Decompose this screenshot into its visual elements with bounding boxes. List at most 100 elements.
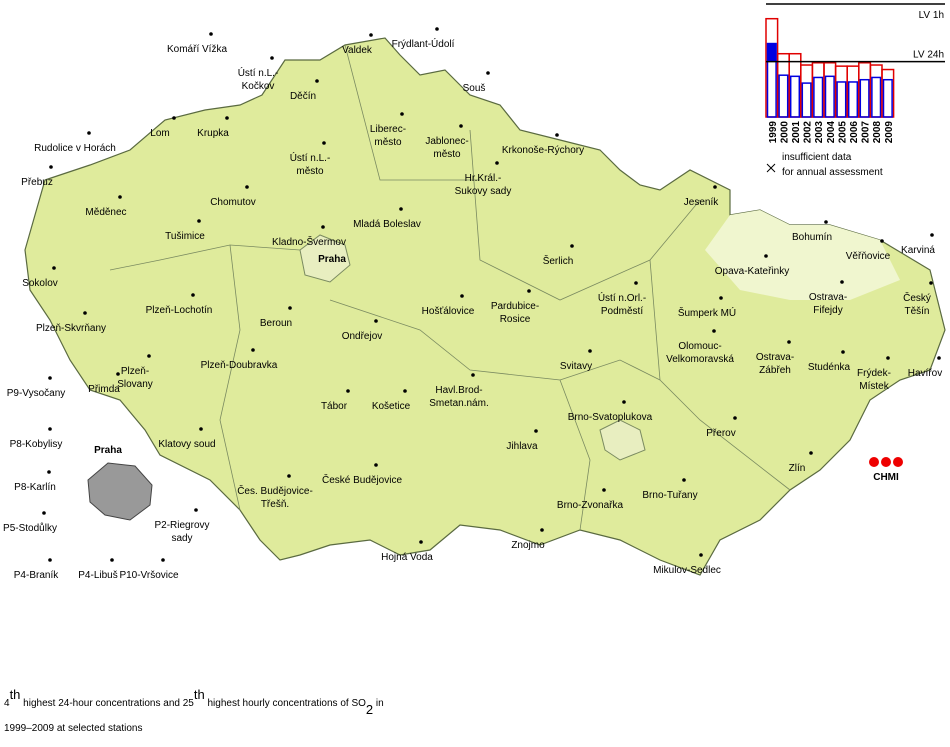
- station-label: Frýdek-: [857, 368, 891, 379]
- station-label: Studénka: [808, 362, 851, 373]
- station-dot: [321, 225, 325, 229]
- station-dot: [534, 429, 538, 433]
- station-label: Brno-Zvonařka: [557, 500, 624, 511]
- station-label: Plzeň-Doubravka: [201, 360, 278, 371]
- caption-line: 4 th highest 24-hour concentrations and 2…: [4, 687, 384, 717]
- city-label: Praha: [318, 254, 346, 265]
- station-dot: [315, 79, 319, 83]
- station-label: Svitavy: [560, 361, 592, 372]
- station-label: Olomouc-: [678, 341, 721, 352]
- station-dot: [87, 131, 91, 135]
- daily-bar: [801, 82, 812, 118]
- station-label: P4-Braník: [14, 570, 59, 581]
- station-dot: [83, 311, 87, 315]
- station-dot: [287, 474, 291, 478]
- station-label: Jablonec-: [425, 136, 468, 147]
- caption-part: 4: [4, 698, 10, 709]
- daily-bar: [778, 74, 789, 118]
- station-label: Ondřejov: [342, 331, 383, 342]
- station-dot: [400, 112, 404, 116]
- station-label: Zlín: [789, 463, 806, 474]
- station-dot: [486, 71, 490, 75]
- station-dot: [634, 281, 638, 285]
- station-dot: [929, 281, 933, 285]
- station-label: Beroun: [260, 318, 292, 329]
- station-label: Klatovy soud: [158, 439, 215, 450]
- station-label: Plzeň-: [121, 366, 149, 377]
- station-label: Košetice: [372, 401, 411, 412]
- year-label: 2002: [803, 121, 814, 144]
- station-label: Šumperk MÚ: [678, 306, 736, 319]
- station-dot: [399, 207, 403, 211]
- station-dot: [288, 306, 292, 310]
- station-dot: [930, 233, 934, 237]
- station-label: Sukovy sady: [455, 186, 512, 197]
- region-highlight: [705, 210, 900, 300]
- station-label: Přerov: [706, 428, 735, 439]
- station-label: Chomutov: [210, 197, 256, 208]
- daily-bar: [836, 81, 847, 118]
- station-label: P2-Riegrovy: [154, 520, 209, 531]
- station-label: město: [296, 166, 324, 177]
- station-label: Třešň.: [261, 499, 289, 510]
- station-label: Krupka: [197, 128, 229, 139]
- station-dot: [199, 427, 203, 431]
- year-label: 2004: [826, 121, 837, 144]
- year-label: 2008: [872, 121, 883, 144]
- year-label: 2001: [791, 121, 802, 144]
- station-dot: [172, 116, 176, 120]
- station-dot: [48, 376, 52, 380]
- praha-inset: [87, 462, 153, 521]
- daily-bar: [871, 76, 882, 118]
- station-label: Havl.Brod-: [435, 385, 482, 396]
- station-dot: [527, 289, 531, 293]
- station-label: Komáří Vížka: [167, 44, 227, 55]
- station-dot: [52, 266, 56, 270]
- station-label: Valdek: [342, 45, 373, 56]
- station-label: Ostrava-: [756, 352, 794, 363]
- year-label: 2003: [814, 121, 825, 144]
- station-dot: [841, 350, 845, 354]
- station-label: Tábor: [321, 401, 348, 412]
- year-label: 2005: [837, 121, 848, 144]
- praha-area: [299, 234, 351, 283]
- station-dot: [374, 463, 378, 467]
- station-dot: [346, 389, 350, 393]
- caption-part: highest hourly concentrations of SO: [205, 698, 366, 709]
- station-label: Ústí n.Orl.-: [598, 291, 646, 304]
- station-dot: [48, 558, 52, 562]
- station-label: Mikulov-Sedlec: [653, 565, 721, 576]
- station-dot: [322, 141, 326, 145]
- station-dot: [570, 244, 574, 248]
- station-label: Přebuz: [21, 177, 53, 188]
- station-label: Liberec-: [370, 124, 406, 135]
- station-dot: [48, 427, 52, 431]
- station-label: město: [374, 137, 402, 148]
- station-dot: [116, 372, 120, 376]
- city-label: Praha: [94, 445, 122, 456]
- station-dot: [110, 558, 114, 562]
- station-label: Zábřeh: [759, 365, 791, 376]
- station-dot: [471, 373, 475, 377]
- station-label: Hr.Král.-: [465, 173, 502, 184]
- station-label: Tušimice: [165, 231, 205, 242]
- station-label: Těšín: [904, 306, 929, 317]
- station-label: Místek: [859, 381, 889, 392]
- station-dot: [191, 293, 195, 297]
- logo-label: CHMI: [873, 472, 899, 483]
- caption-part: highest 24-hour concentrations and 25: [20, 698, 194, 709]
- caption-part: th: [194, 687, 205, 702]
- lv-1h-label: LV 1h: [919, 10, 944, 21]
- country-outline: [24, 37, 946, 576]
- station-label: P4-Libuš: [78, 570, 117, 581]
- station-label: Český: [903, 291, 931, 304]
- station-dot: [403, 389, 407, 393]
- year-label: 2006: [849, 121, 860, 144]
- station-label: Kočkov: [242, 81, 275, 92]
- station-label: České Budějovice: [322, 473, 402, 486]
- station-label: Brno-Svatoplukova: [568, 412, 653, 423]
- station-label: Velkomoravská: [666, 354, 734, 365]
- station-dot: [622, 400, 626, 404]
- daily-bar: [824, 75, 835, 118]
